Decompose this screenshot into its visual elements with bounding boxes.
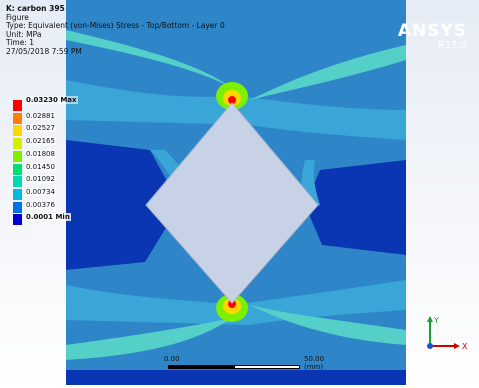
legend-value-label: 0.02527 <box>25 124 56 133</box>
contour-streak-1 <box>66 30 232 88</box>
hotspot-top-core <box>228 96 236 104</box>
result-time: Time: 1 <box>6 38 35 48</box>
brand-name: ANSYS <box>397 21 467 41</box>
result-unit: Unit: MPa <box>6 29 42 39</box>
result-type: Type: Equivalent (von-Mises) Stress - To… <box>6 21 225 31</box>
legend-swatch <box>13 163 22 175</box>
scale-bar-segment-1 <box>168 365 234 369</box>
legend-value-label: 0.00734 <box>25 187 56 196</box>
legend-value-label: 0.01450 <box>25 162 56 171</box>
legend-swatch <box>13 214 22 226</box>
contour-streak-3 <box>250 45 406 100</box>
scale-right-label: 50.00 (mm) <box>304 355 325 371</box>
scale-left-label: 0.00 <box>164 355 180 363</box>
contour-streak-2 <box>66 318 232 360</box>
scale-ruler: 0.00 50.00 (mm) <box>164 355 340 375</box>
x-axis-arrow <box>454 343 460 349</box>
legend-swatch <box>13 112 22 124</box>
contour-low-left <box>66 140 180 270</box>
diamond-hole <box>145 102 319 304</box>
legend-swatch <box>13 188 22 200</box>
scale-bar-segment-2 <box>234 365 300 369</box>
axis-triad-icon[interactable]: Y X <box>420 312 470 358</box>
model-title: K: carbon 395 <box>6 4 65 13</box>
y-axis-label: Y <box>433 316 439 325</box>
contour-low-right <box>305 160 406 255</box>
contour-mid-bottom <box>66 280 406 325</box>
ansys-logo: ANSYS R17.0 <box>398 22 467 51</box>
legend-value-label: 0.01808 <box>25 149 56 158</box>
legend-swatch <box>13 150 22 162</box>
result-info-panel: K: carbon 395 Figure Type: Equivalent (v… <box>6 4 225 57</box>
legend-max-label: 0.03230 Max <box>25 96 78 104</box>
figure-label: Figure <box>6 12 29 22</box>
brand-version: R17.0 <box>437 40 467 51</box>
legend-swatch <box>13 176 22 188</box>
legend-swatch <box>13 201 22 213</box>
hotspot-bottom-core <box>228 300 236 308</box>
legend-swatch <box>13 138 22 150</box>
legend-value-label: 0.02165 <box>25 137 56 146</box>
y-axis-arrow <box>427 316 433 322</box>
x-axis-label: X <box>462 342 468 351</box>
contour-streak-4 <box>250 305 406 345</box>
contour-bottom-strip <box>66 370 406 385</box>
legend-min-label: 0.0001 Min <box>25 213 71 222</box>
legend-swatch <box>13 125 22 137</box>
legend-value-label: 0.01092 <box>25 175 56 184</box>
legend-swatch <box>13 100 22 111</box>
z-axis-dot <box>427 343 433 349</box>
result-timestamp: 27/05/2018 7:59 PM <box>6 46 82 56</box>
legend-value-label: 0.02881 <box>25 111 56 120</box>
legend-value-label: 0.00376 <box>25 200 56 209</box>
